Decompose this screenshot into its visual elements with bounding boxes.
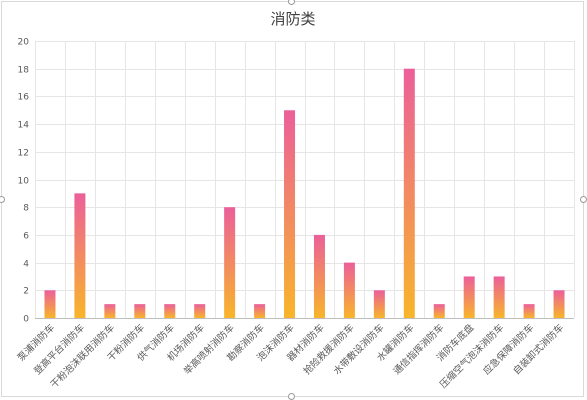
resize-handle-left[interactable] (0, 196, 5, 203)
bar[interactable] (553, 290, 565, 318)
x-tick-label: 自装卸式消防车 (511, 322, 567, 378)
bar[interactable] (134, 304, 146, 318)
x-tick-label: 应急保障消防车 (481, 322, 537, 378)
bar[interactable] (463, 276, 475, 318)
bar[interactable] (284, 110, 296, 318)
bar[interactable] (373, 290, 385, 318)
y-tick-label: 6 (23, 232, 29, 242)
x-tick-label: 登高平台消防车 (32, 322, 88, 378)
x-tick-label: 抢险救援消防车 (301, 322, 357, 378)
bar[interactable] (74, 193, 86, 318)
x-tick-label: 水带敷设消防车 (331, 322, 387, 378)
gridlines (35, 41, 575, 319)
y-tick-label: 4 (23, 260, 29, 270)
chart-title: 消防类 (270, 10, 315, 28)
y-axis-ticks: 0 2 4 6 8 10 12 14 16 18 20 (18, 38, 30, 325)
x-axis-ticks: 泵浦消防车登高平台消防车干粉泡沫联用消防车干粉消防车供气消防车机场消防车举高喷射… (15, 321, 566, 390)
y-tick-label: 10 (18, 177, 30, 187)
y-tick-label: 18 (18, 66, 30, 76)
y-tick-label: 0 (23, 315, 29, 325)
bar[interactable] (164, 304, 176, 318)
bar[interactable] (254, 304, 266, 318)
y-tick-label: 12 (18, 149, 29, 159)
bars (44, 68, 565, 318)
bar[interactable] (44, 290, 56, 318)
bar[interactable] (224, 207, 236, 318)
y-tick-label: 16 (18, 93, 30, 103)
y-tick-label: 20 (18, 38, 30, 48)
bar[interactable] (194, 304, 206, 318)
x-tick-label: 通信指挥消防车 (391, 322, 447, 378)
bar[interactable] (403, 68, 415, 318)
bar[interactable] (104, 304, 116, 318)
bar[interactable] (313, 234, 325, 318)
resize-handle-top[interactable] (288, 0, 295, 5)
y-tick-label: 8 (23, 204, 29, 214)
x-tick-label: 举高喷射消防车 (181, 322, 237, 378)
bar[interactable] (493, 276, 505, 318)
y-tick-label: 14 (18, 121, 30, 131)
bar[interactable] (343, 262, 355, 318)
y-tick-label: 2 (23, 287, 29, 297)
bar[interactable] (523, 304, 535, 318)
bar[interactable] (433, 304, 445, 318)
